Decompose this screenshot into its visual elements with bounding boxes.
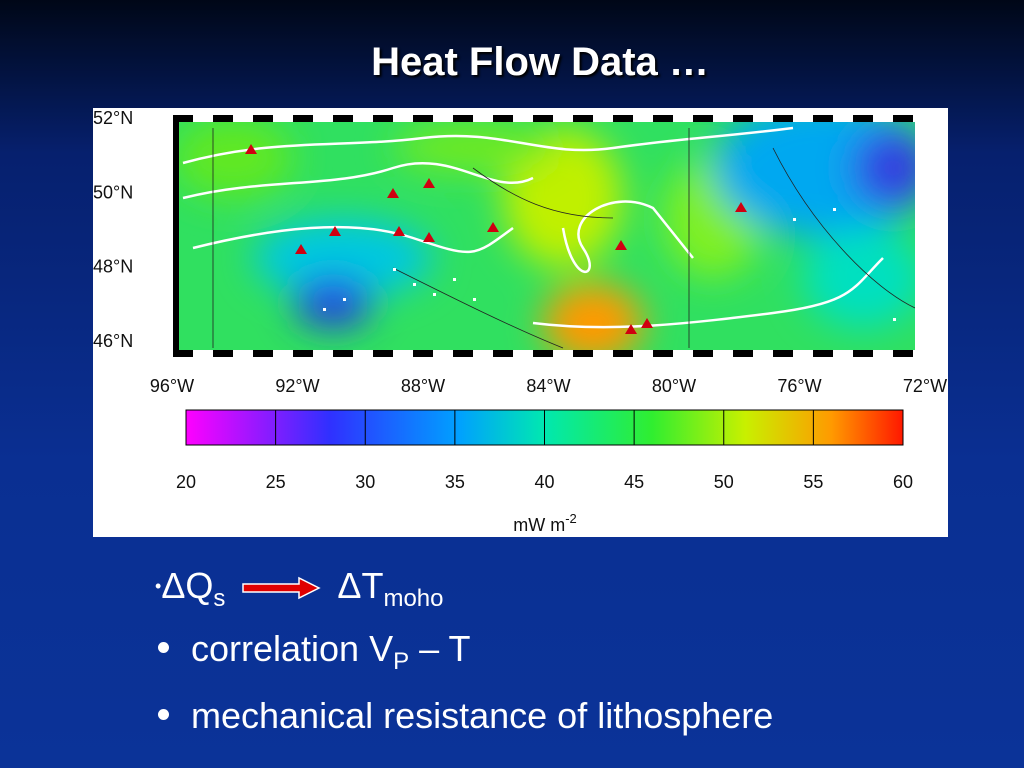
- arrow: [242, 577, 322, 600]
- delta: Δ: [337, 565, 362, 606]
- colorbar-ticks: 20 25 30 35 40 45 50 55 60: [176, 410, 913, 492]
- text: Q: [185, 565, 214, 606]
- subscript: P: [393, 648, 410, 675]
- latitude-labels: 52°N 50°N 48°N 46°N: [93, 108, 133, 351]
- colorbar-tick-label: 60: [893, 472, 913, 492]
- colorbar-tick-label: 40: [534, 472, 554, 492]
- longitude-label: 92°W: [275, 376, 319, 396]
- map-field: [179, 122, 915, 350]
- longitude-label: 72°W: [903, 376, 947, 396]
- text: – T: [409, 628, 471, 669]
- colorbar-unit: mW m-2: [513, 511, 577, 535]
- latitude-label: 48°N: [93, 257, 133, 277]
- figure-panel: 52°N 50°N 48°N 46°N 96°W 92°W 88°W 84°W 80°W 76°…: [93, 108, 948, 537]
- bullet-dot: [158, 708, 169, 720]
- subscript: s: [213, 585, 226, 612]
- latitude-label: 52°N: [93, 108, 133, 128]
- text: T: [361, 565, 384, 606]
- unit-exponent: -2: [565, 511, 577, 526]
- colorbar-tick-label: 50: [714, 472, 734, 492]
- colorbar-tick-label: 35: [445, 472, 465, 492]
- text: correlation V: [191, 628, 394, 669]
- latitude-label: 50°N: [93, 182, 133, 202]
- colorbar-tick-label: 45: [624, 472, 644, 492]
- bullet-dot: [158, 641, 169, 653]
- delta: Δ: [161, 565, 186, 606]
- bullet-3: mechanical resistance of lithosphere: [158, 695, 773, 737]
- slide-title: Heat Flow Data …: [371, 40, 709, 84]
- text: mechanical resistance of lithosphere: [191, 695, 774, 736]
- colorbar-tick-label: 30: [355, 472, 375, 492]
- unit-base: mW m: [513, 515, 565, 535]
- subscript: moho: [383, 585, 444, 612]
- bullet-2: correlation VP – T: [158, 628, 471, 676]
- bullet-1: •ΔQs ΔTmoho: [155, 565, 444, 612]
- colorbar-tick-label: 25: [266, 472, 286, 492]
- longitude-label: 88°W: [401, 376, 445, 396]
- colorbar-tick-label: 20: [176, 472, 196, 492]
- colorbar-tick-label: 55: [803, 472, 823, 492]
- longitude-label: 80°W: [652, 376, 696, 396]
- longitude-labels: 96°W 92°W 88°W 84°W 80°W 76°W 72°W: [150, 376, 947, 396]
- longitude-label: 84°W: [526, 376, 570, 396]
- heat-flow-map: 52°N 50°N 48°N 46°N 96°W 92°W 88°W 84°W 80°W 76°…: [93, 108, 947, 535]
- latitude-label: 46°N: [93, 331, 133, 351]
- longitude-label: 76°W: [777, 376, 821, 396]
- longitude-label: 96°W: [150, 376, 194, 396]
